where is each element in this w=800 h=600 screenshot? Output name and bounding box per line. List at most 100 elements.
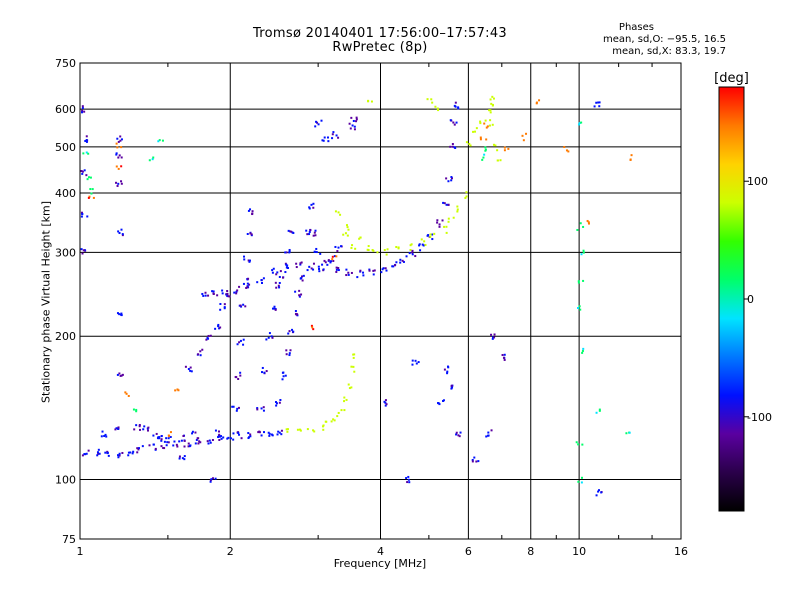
data-point xyxy=(598,409,601,412)
data-point xyxy=(326,263,329,266)
data-point xyxy=(176,445,179,448)
data-point xyxy=(496,159,499,162)
data-point xyxy=(209,441,212,444)
data-point xyxy=(272,267,275,270)
data-point xyxy=(353,370,356,373)
data-point xyxy=(384,404,387,407)
data-point xyxy=(212,292,215,295)
data-point xyxy=(260,434,263,437)
data-point xyxy=(577,443,580,446)
data-point xyxy=(353,353,356,356)
data-point xyxy=(411,249,414,252)
data-point xyxy=(87,196,90,199)
data-point xyxy=(81,454,84,457)
data-point xyxy=(218,433,221,436)
data-point xyxy=(81,107,84,110)
data-point xyxy=(138,425,141,428)
data-point xyxy=(268,432,271,435)
data-point xyxy=(299,429,302,432)
data-point xyxy=(263,371,266,374)
data-point xyxy=(223,307,226,310)
data-point xyxy=(86,215,89,218)
data-point xyxy=(350,271,353,274)
data-point xyxy=(482,156,485,159)
data-point xyxy=(278,281,281,284)
data-point xyxy=(227,295,230,298)
data-point xyxy=(249,433,252,436)
data-point xyxy=(411,251,414,254)
data-point xyxy=(120,180,123,183)
data-point xyxy=(237,377,240,380)
data-point xyxy=(262,406,265,409)
data-point xyxy=(248,283,251,286)
data-point xyxy=(415,362,418,365)
data-point xyxy=(276,433,279,436)
data-point xyxy=(438,223,441,226)
data-point xyxy=(312,206,315,209)
data-point xyxy=(580,253,583,256)
data-point xyxy=(381,268,384,271)
data-point xyxy=(247,437,250,440)
data-point xyxy=(576,228,579,231)
data-point xyxy=(593,105,596,108)
data-point xyxy=(236,343,239,346)
data-point xyxy=(491,123,494,126)
data-point xyxy=(447,203,450,206)
y-tick-label: 75 xyxy=(62,533,76,546)
data-point xyxy=(119,139,122,142)
data-point xyxy=(382,267,385,270)
data-point xyxy=(438,225,441,228)
data-point xyxy=(151,158,154,161)
data-point xyxy=(116,312,119,315)
data-point xyxy=(386,248,389,251)
x-tick-label: 4 xyxy=(377,545,384,558)
data-point xyxy=(323,136,326,139)
data-point xyxy=(118,372,121,375)
data-point xyxy=(81,109,84,112)
data-point xyxy=(324,261,327,264)
data-point xyxy=(407,475,410,478)
data-point xyxy=(298,295,301,298)
data-point xyxy=(355,118,358,121)
data-point xyxy=(335,268,338,271)
data-point xyxy=(352,119,355,122)
data-point xyxy=(247,259,250,262)
data-point xyxy=(178,455,181,458)
data-point xyxy=(217,430,220,433)
data-point xyxy=(125,392,128,395)
data-point xyxy=(479,136,482,139)
data-point xyxy=(211,290,214,293)
data-point xyxy=(246,285,249,288)
data-point xyxy=(629,158,632,161)
data-point xyxy=(287,229,290,232)
data-point xyxy=(452,216,455,219)
data-point xyxy=(158,437,161,440)
data-point xyxy=(449,119,452,122)
data-point xyxy=(118,454,121,457)
data-point xyxy=(120,314,123,317)
data-point xyxy=(395,261,398,264)
data-point xyxy=(575,441,578,444)
data-point xyxy=(201,292,204,295)
data-point xyxy=(127,454,130,457)
data-point xyxy=(426,98,429,101)
data-point xyxy=(163,440,166,443)
data-point xyxy=(422,244,425,247)
data-point xyxy=(345,268,348,271)
data-point xyxy=(312,268,315,271)
data-point xyxy=(409,248,412,251)
data-point xyxy=(456,205,459,208)
data-point xyxy=(262,277,265,280)
data-point xyxy=(371,248,374,251)
data-point xyxy=(184,365,187,368)
data-point xyxy=(333,255,336,258)
data-point xyxy=(284,374,287,377)
data-point xyxy=(236,407,239,410)
data-point xyxy=(447,366,450,369)
data-point xyxy=(247,432,250,435)
data-point xyxy=(299,263,302,266)
data-point xyxy=(457,107,460,110)
data-point xyxy=(117,156,120,159)
data-point xyxy=(97,452,100,455)
data-point xyxy=(141,445,144,448)
